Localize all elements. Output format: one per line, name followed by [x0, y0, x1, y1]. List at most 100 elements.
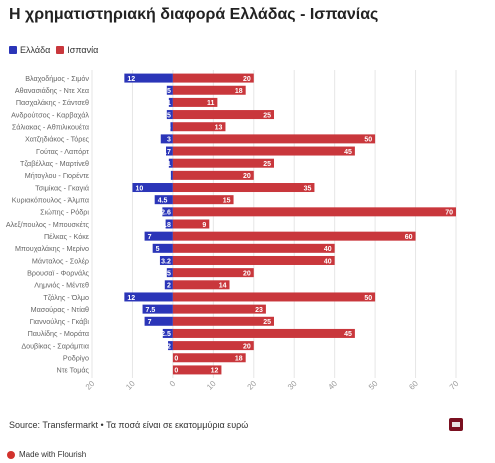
- bar-greece[interactable]: [142, 304, 173, 314]
- x-tick-label: 0: [168, 379, 178, 389]
- category-label: Πέλκας - Κόκε: [44, 232, 90, 241]
- bar-spain[interactable]: [172, 195, 234, 205]
- category-label: Τσιμίκας - Γκαγιά: [35, 183, 89, 192]
- bar-greece[interactable]: [160, 134, 173, 144]
- bar-spain[interactable]: [172, 316, 274, 326]
- data-label-greece: 10: [135, 185, 143, 192]
- data-label-greece: 2: [167, 283, 171, 290]
- data-label-greece: 4.5: [158, 197, 168, 204]
- category-label: Τζόλης - Όλμο: [43, 293, 89, 302]
- category-label: Λημνιός - Μέντεθ: [34, 281, 89, 290]
- bar-spain[interactable]: [172, 73, 254, 83]
- data-label-spain: 18: [235, 88, 243, 95]
- data-label-greece: 1.8: [161, 222, 171, 229]
- bar-spain[interactable]: [172, 146, 355, 156]
- data-label-spain: 25: [263, 319, 271, 326]
- bar-greece[interactable]: [159, 255, 173, 265]
- bar-greece[interactable]: [162, 328, 173, 338]
- flourish-logo-icon: [7, 450, 15, 459]
- bar-greece[interactable]: [166, 110, 173, 120]
- x-tick-label: 20: [84, 379, 97, 392]
- x-tick-label: 70: [448, 379, 461, 392]
- data-label-spain: 14: [219, 283, 227, 290]
- bar-greece[interactable]: [124, 73, 173, 83]
- bar-greece[interactable]: [168, 341, 173, 351]
- data-label-greece: 1: [167, 161, 171, 168]
- bar-greece[interactable]: [166, 146, 173, 156]
- category-label: Αθανασιάδης - Ντε Χεα: [15, 86, 89, 95]
- bar-greece[interactable]: [165, 219, 173, 229]
- data-label-greece: 0: [174, 356, 178, 363]
- bar-spain[interactable]: [172, 231, 416, 241]
- data-label-greece: 1.5: [161, 270, 171, 277]
- made-with-flourish[interactable]: Made with Flourish: [7, 450, 86, 459]
- bar-greece[interactable]: [168, 97, 173, 107]
- bar-spain[interactable]: [172, 328, 355, 338]
- source-note: Source: Transfermarkt • Τα ποσά είναι σε…: [9, 420, 249, 430]
- bar-spain[interactable]: [172, 219, 210, 229]
- data-label-spain: 11: [207, 100, 215, 107]
- bar-greece[interactable]: [154, 195, 173, 205]
- bar-spain[interactable]: [172, 97, 218, 107]
- bar-greece[interactable]: [168, 158, 173, 168]
- bar-greece[interactable]: [170, 122, 173, 132]
- data-label-spain: 25: [263, 112, 271, 119]
- bar-greece[interactable]: [152, 243, 173, 253]
- x-tick-label: 30: [286, 379, 299, 392]
- bar-spain[interactable]: [172, 280, 230, 290]
- bar-spain[interactable]: [172, 158, 274, 168]
- bar-spain[interactable]: [172, 207, 456, 217]
- data-label-spain: 50: [364, 295, 372, 302]
- bar-greece[interactable]: [144, 316, 173, 326]
- data-label-greece: 1.7: [161, 149, 171, 156]
- category-label: Ντε Τομάς: [57, 366, 90, 375]
- bar-spain[interactable]: [172, 85, 246, 95]
- legend-item-spain[interactable]: Ισπανία: [56, 45, 98, 55]
- bar-greece[interactable]: [164, 280, 173, 290]
- category-label: Γούτας - Λαπόρτ: [36, 147, 89, 156]
- bar-spain[interactable]: [172, 268, 254, 278]
- data-label-spain: 12: [211, 368, 219, 375]
- data-label-greece: 1.2: [161, 343, 171, 350]
- data-label-spain: 45: [344, 149, 352, 156]
- bar-greece[interactable]: [162, 207, 173, 217]
- bar-spain[interactable]: [172, 122, 226, 132]
- data-label-spain: 18: [235, 356, 243, 363]
- bar-spain[interactable]: [172, 304, 266, 314]
- data-label-greece: 3.2: [161, 258, 171, 265]
- data-label-spain: 35: [304, 185, 312, 192]
- data-label-spain: 13: [215, 125, 223, 132]
- bar-greece[interactable]: [144, 231, 173, 241]
- bar-greece[interactable]: [166, 85, 173, 95]
- bar-spain[interactable]: [172, 365, 222, 375]
- data-label-spain: 15: [223, 197, 231, 204]
- bar-spain[interactable]: [172, 292, 376, 302]
- bar-spain[interactable]: [172, 134, 376, 144]
- data-label-greece: 2.6: [161, 210, 171, 217]
- bar-spain[interactable]: [172, 183, 315, 193]
- bar-spain[interactable]: [172, 110, 274, 120]
- bar-greece[interactable]: [170, 170, 173, 180]
- x-tick-label: 20: [246, 379, 259, 392]
- legend-item-greece[interactable]: Ελλάδα: [9, 45, 50, 55]
- category-label: Χατζηδιάκος - Τόρες: [25, 135, 90, 144]
- data-label-spain: 25: [263, 161, 271, 168]
- category-label: Μήτογλου - Γιορέντε: [25, 171, 90, 180]
- bar-spain[interactable]: [172, 341, 254, 351]
- bar-spain[interactable]: [172, 255, 335, 265]
- data-label-spain: 50: [364, 137, 372, 144]
- category-label: Βρουσαϊ - Φορνάλς: [27, 268, 89, 277]
- data-label-spain: 40: [324, 246, 332, 253]
- data-label-greece: 3: [167, 137, 171, 144]
- category-label: Δουβίκας - Σαράμπια: [21, 341, 89, 350]
- category-label: Μπουχαλάκης - Μερίνο: [15, 244, 89, 253]
- bar-greece[interactable]: [132, 183, 173, 193]
- x-tick-label: 50: [367, 379, 380, 392]
- bar-greece[interactable]: [124, 292, 173, 302]
- bar-greece[interactable]: [166, 268, 173, 278]
- category-label: Ροδρίγο: [63, 354, 89, 363]
- bar-spain[interactable]: [172, 243, 335, 253]
- bar-spain[interactable]: [172, 170, 254, 180]
- bar-spain[interactable]: [172, 353, 246, 363]
